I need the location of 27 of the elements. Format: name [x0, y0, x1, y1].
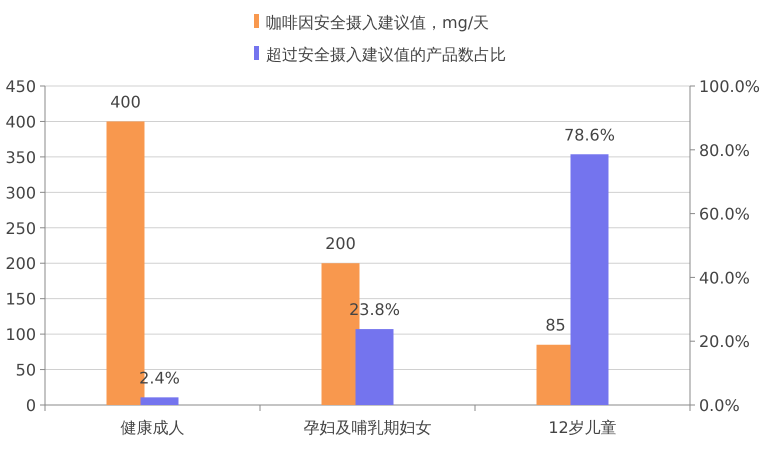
- y-tick-label: 450: [5, 77, 36, 96]
- bar: [570, 154, 608, 405]
- y2-tick-label: 80.0%: [699, 140, 750, 160]
- y2-tick-label: 20.0%: [699, 332, 750, 352]
- bar: [140, 397, 178, 405]
- x-tick-label: 12岁儿童: [548, 418, 617, 437]
- y-tick-label: 400: [5, 112, 36, 132]
- x-tick-label: 健康成人: [120, 418, 184, 437]
- y-tick-label: 200: [5, 254, 36, 274]
- data-label: 78.6%: [564, 125, 615, 144]
- data-label: 85: [545, 316, 566, 335]
- y-tick-label: 300: [5, 183, 36, 202]
- y2-tick-label: 60.0%: [699, 204, 750, 224]
- y-tick-label: 100: [5, 325, 36, 344]
- y-tick-label: 350: [5, 148, 36, 167]
- x-tick-label: 孕妇及哺乳期妇女: [304, 418, 432, 437]
- legend-label: 咖啡因安全摄入建议值，mg/天: [266, 13, 490, 32]
- legend-label: 超过安全摄入建议值的产品数占比: [266, 45, 506, 64]
- y-tick-label: 150: [5, 290, 36, 309]
- y2-tick-label: 0.0%: [699, 396, 740, 415]
- y-tick-label: 250: [5, 218, 36, 238]
- y-tick-label: 50: [16, 360, 36, 380]
- y2-tick-label: 40.0%: [699, 268, 750, 288]
- data-label: 400: [110, 92, 141, 112]
- data-label: 200: [325, 234, 356, 254]
- y2-tick-label: 100.0%: [699, 77, 760, 96]
- y-tick-label: 0: [26, 396, 36, 415]
